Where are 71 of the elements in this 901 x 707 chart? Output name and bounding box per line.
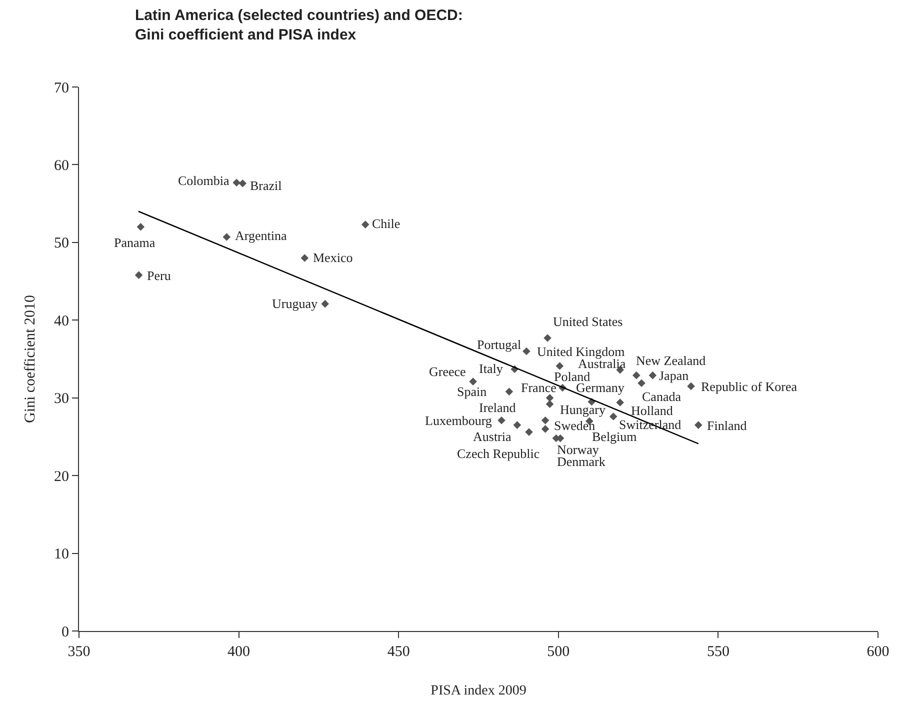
x-tick-label: 600: [866, 644, 890, 660]
annotation: Spain: [457, 384, 488, 399]
point: [541, 425, 550, 433]
annotation: United Kingdom: [537, 344, 625, 359]
point: [522, 347, 530, 356]
point: [544, 334, 552, 342]
annotation: Austria: [473, 429, 512, 444]
point: [546, 394, 554, 402]
annotation: Chile: [372, 216, 400, 231]
x-tick-label: 550: [706, 644, 730, 660]
point: [687, 382, 695, 390]
y-tick-label: 0: [62, 624, 69, 640]
x-tick-label: 400: [228, 644, 250, 660]
annotation: France: [521, 380, 557, 395]
point: [513, 421, 522, 429]
y-tick-label: 70: [54, 80, 69, 96]
x-tick-label: 450: [387, 644, 410, 660]
y-tick-label: 60: [54, 158, 69, 174]
annotation: Holland: [631, 403, 674, 418]
point: [136, 222, 145, 231]
point: [556, 362, 564, 370]
annotation: Italy: [479, 361, 504, 376]
y-tick-label: 30: [54, 391, 69, 408]
x-tick-label: 500: [547, 644, 570, 660]
annotation: Brazil: [250, 178, 282, 193]
y-axis-title: Gini coefficient 2010: [22, 294, 38, 424]
annotation: Hungary: [560, 402, 606, 417]
annotation: Greece: [429, 364, 466, 379]
point: [361, 220, 370, 228]
point: [525, 428, 533, 436]
point: [694, 421, 702, 429]
annotation: Finland: [707, 418, 748, 433]
point: [232, 178, 240, 186]
point: [505, 388, 514, 396]
point: [632, 371, 640, 380]
annotation: Republic of Korea: [701, 379, 798, 394]
y-tick-label: 10: [54, 546, 69, 563]
annotation: Uruguay: [272, 296, 318, 311]
annotation: Luxembourg: [425, 413, 492, 428]
annotation: Colombia: [178, 173, 230, 188]
chart-title: Latin America (selected countries) and OECD: Gini coefficient and PISA index: [135, 7, 463, 44]
x-tick-label: 350: [68, 644, 90, 660]
point: [616, 398, 624, 406]
y-tick-label: 40: [54, 313, 69, 330]
annotation: Canada: [642, 389, 682, 404]
annotation: Panama: [114, 235, 156, 250]
annotation: Peru: [147, 268, 172, 283]
annotation: Mexico: [313, 250, 353, 265]
point: [238, 179, 247, 188]
annotation: Argentina: [235, 228, 287, 243]
annotation: Czech Republic: [457, 446, 540, 461]
point: [609, 412, 618, 420]
point: [638, 379, 646, 387]
annotation: Norway: [557, 442, 600, 457]
point: [321, 300, 329, 308]
point: [300, 254, 309, 262]
point: [498, 416, 506, 424]
point: [546, 400, 554, 408]
y-tick-label: 50: [54, 236, 69, 252]
point: [222, 233, 231, 241]
point: [134, 271, 143, 279]
point: [648, 371, 657, 380]
annotation: Ireland: [479, 400, 516, 415]
annotation: New Zealand: [636, 353, 706, 368]
annotation: United States: [553, 314, 623, 329]
y-tick-label: 20: [54, 468, 69, 485]
point: [469, 378, 477, 386]
point: [541, 416, 550, 424]
annotation: Portugal: [477, 337, 522, 352]
annotation: Japan: [659, 368, 690, 383]
x-axis-title: PISA index 2009: [430, 683, 526, 698]
